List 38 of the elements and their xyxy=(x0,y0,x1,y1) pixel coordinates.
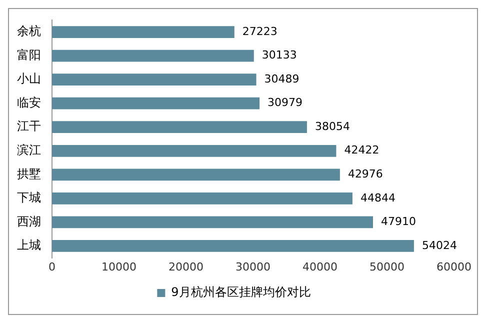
data-label: 54024 xyxy=(422,238,457,252)
x-tick-label: 40000 xyxy=(302,260,338,274)
bar xyxy=(52,26,234,38)
y-tick-label: 富阳 xyxy=(17,48,41,62)
bar xyxy=(52,168,340,181)
bar xyxy=(52,121,307,134)
data-label: 42976 xyxy=(348,168,383,180)
bar xyxy=(52,216,373,228)
data-label: 30133 xyxy=(262,48,297,62)
bar xyxy=(52,240,414,252)
x-tick-label: 50000 xyxy=(370,260,404,274)
data-label: 27223 xyxy=(242,24,278,38)
bar xyxy=(52,192,352,204)
data-label: 42422 xyxy=(344,144,380,157)
y-tick-label: 小山 xyxy=(17,72,41,86)
data-label: 30489 xyxy=(264,72,300,86)
y-tick-label: 江干 xyxy=(17,119,41,134)
bar xyxy=(52,50,254,62)
y-tick-label: 滨江 xyxy=(17,143,41,158)
y-tick-label: 临安 xyxy=(17,95,41,110)
x-tick-label: 60000 xyxy=(436,260,472,274)
y-tick-label: 西湖 xyxy=(17,214,41,228)
bar xyxy=(52,97,260,110)
y-tick-label: 下城 xyxy=(17,190,41,205)
data-label: 47910 xyxy=(380,215,416,228)
x-tick-label: 20000 xyxy=(168,260,204,274)
y-tick-label: 上城 xyxy=(17,238,41,252)
y-tick-label: 拱墅 xyxy=(17,166,41,181)
data-label: 38054 xyxy=(314,120,350,133)
legend-label: 9月杭州各区挂牌均价对比 xyxy=(171,285,311,300)
x-tick-label: 10000 xyxy=(102,260,136,274)
y-tick-label: 余杭 xyxy=(17,24,41,38)
data-label: 30979 xyxy=(268,96,303,110)
x-tick-label: 30000 xyxy=(236,260,270,274)
bar xyxy=(52,144,336,157)
data-label: 44844 xyxy=(360,191,396,204)
x-tick-label: 0 xyxy=(48,260,56,274)
bar xyxy=(52,74,256,86)
